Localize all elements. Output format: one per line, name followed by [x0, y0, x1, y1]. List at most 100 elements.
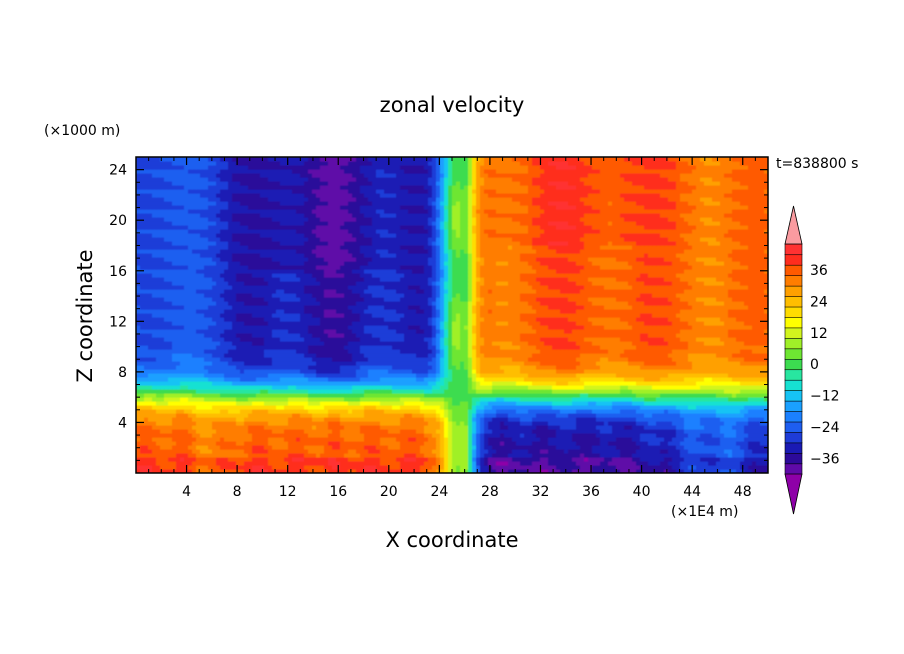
- contour-cell: [268, 401, 273, 406]
- contour-cell: [208, 465, 213, 470]
- contour-cell: [736, 405, 741, 410]
- contour-cell: [500, 365, 505, 370]
- contour-cell: [504, 353, 509, 358]
- contour-cell: [260, 345, 265, 350]
- contour-cell: [388, 405, 393, 410]
- contour-cell: [484, 373, 489, 378]
- contour-cell: [304, 413, 309, 418]
- contour-cell: [712, 413, 717, 418]
- contour-cell: [716, 465, 721, 470]
- contour-cell: [588, 413, 593, 418]
- contour-cell: [192, 381, 197, 386]
- contour-cell: [604, 425, 609, 430]
- contour-cell: [292, 385, 297, 390]
- contour-cell: [160, 361, 165, 366]
- contour-cell: [664, 377, 669, 382]
- contour-cell: [136, 457, 141, 462]
- contour-cell: [188, 425, 193, 430]
- contour-cell: [628, 433, 633, 438]
- contour-cell: [260, 409, 265, 414]
- contour-cell: [148, 449, 153, 454]
- contour-cell: [492, 369, 497, 374]
- contour-cell: [216, 345, 221, 350]
- contour-cell: [504, 401, 509, 406]
- contour-cell: [608, 445, 613, 450]
- contour-cell: [688, 421, 693, 426]
- contour-cell: [196, 457, 201, 462]
- contour-cell: [404, 461, 409, 466]
- contour-cell: [140, 429, 145, 434]
- contour-cell: [316, 433, 321, 438]
- contour-cell: [620, 445, 625, 450]
- contour-cell: [280, 377, 285, 382]
- contour-cell: [452, 369, 457, 374]
- contour-cell: [216, 441, 221, 446]
- contour-cell: [480, 397, 485, 402]
- contour-cell: [328, 461, 333, 466]
- contour-cell: [732, 357, 737, 362]
- contour-cell: [496, 349, 501, 354]
- contour-cell: [408, 389, 413, 394]
- contour-cell: [352, 353, 357, 358]
- contour-cell: [564, 377, 569, 382]
- contour-cell: [696, 389, 701, 394]
- contour-cell: [480, 441, 485, 446]
- contour-cell: [592, 353, 597, 358]
- contour-cell: [668, 393, 673, 398]
- contour-cell: [432, 373, 437, 378]
- contour-cell: [188, 349, 193, 354]
- contour-cell: [552, 397, 557, 402]
- contour-cell: [352, 445, 357, 450]
- contour-cell: [684, 357, 689, 362]
- contour-cell: [428, 469, 433, 473]
- contour-cell: [372, 437, 377, 442]
- contour-cell: [468, 357, 473, 362]
- contour-cell: [628, 353, 633, 358]
- contour-cell: [716, 445, 721, 450]
- contour-cell: [496, 377, 501, 382]
- contour-cell: [160, 429, 165, 434]
- contour-cell: [724, 381, 729, 386]
- contour-cell: [308, 421, 313, 426]
- contour-cell: [172, 425, 177, 430]
- contour-cell: [308, 429, 313, 434]
- contour-cell: [272, 457, 277, 462]
- contour-cell: [276, 401, 281, 406]
- contour-cell: [420, 369, 425, 374]
- contour-cell: [380, 429, 385, 434]
- contour-cell: [512, 361, 517, 366]
- contour-cell: [708, 389, 713, 394]
- contour-cell: [172, 389, 177, 394]
- contour-cell: [472, 349, 477, 354]
- contour-cell: [188, 465, 193, 470]
- contour-cell: [244, 465, 249, 470]
- contour-cell: [348, 373, 353, 378]
- contour-cell: [168, 413, 173, 418]
- contour-cell: [468, 365, 473, 370]
- contour-cell: [628, 465, 633, 470]
- contour-cell: [364, 469, 369, 473]
- contour-cell: [608, 441, 613, 446]
- contour-cell: [600, 405, 605, 410]
- contour-cell: [348, 469, 353, 473]
- contour-cell: [436, 429, 441, 434]
- contour-cell: [392, 401, 397, 406]
- contour-cell: [516, 349, 521, 354]
- contour-cell: [380, 445, 385, 450]
- contour-cell: [416, 449, 421, 454]
- contour-cell: [580, 357, 585, 362]
- contour-cell: [272, 369, 277, 374]
- contour-cell: [296, 409, 301, 414]
- contour-cell: [336, 357, 341, 362]
- contour-cell: [460, 385, 465, 390]
- contour-cell: [192, 353, 197, 358]
- contour-cell: [704, 421, 709, 426]
- contour-cell: [644, 357, 649, 362]
- contour-cell: [680, 381, 685, 386]
- contour-cell: [620, 361, 625, 366]
- contour-cell: [760, 469, 765, 473]
- contour-cell: [280, 453, 285, 458]
- contour-cell: [364, 365, 369, 370]
- contour-cell: [248, 453, 253, 458]
- contour-cell: [556, 373, 561, 378]
